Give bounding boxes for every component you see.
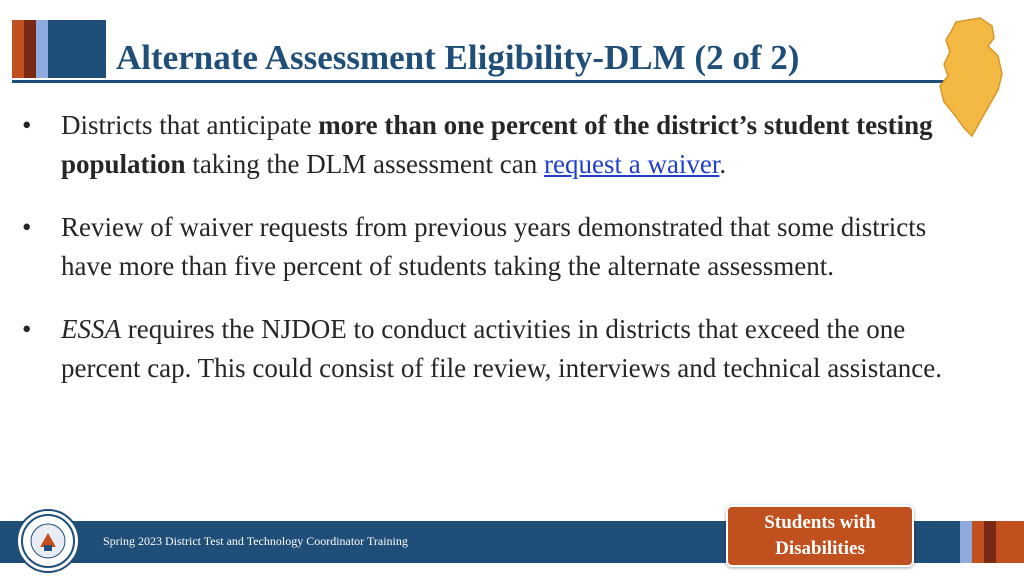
bullet-emphasis: more than one percent of the district’s … — [61, 110, 933, 179]
footer-stripe — [996, 521, 1024, 563]
slide-title: Alternate Assessment Eligibility-DLM (2 … — [116, 38, 800, 77]
footer-stripe — [984, 521, 996, 563]
logo-stripe — [24, 20, 36, 78]
bullet-text: Review of waiver requests from previous … — [61, 212, 927, 281]
logo-stripe — [48, 20, 106, 78]
bullet-text: Districts that anticipate — [61, 110, 319, 140]
badge-label: Students with Disabilities — [764, 510, 875, 562]
logo-stripe — [12, 20, 24, 78]
title-logo-stripes — [12, 20, 106, 78]
footer-stripes — [960, 521, 1024, 563]
badge-line: Disabilities — [775, 538, 865, 559]
logo-stripe — [36, 20, 48, 78]
bullet-text: . — [719, 149, 727, 179]
bullet-list: • Districts that anticipate more than one… — [22, 106, 952, 412]
department-seal-icon — [16, 509, 80, 573]
footer-stripe — [972, 521, 984, 563]
bullet-text: taking the DLM assessment can — [185, 149, 544, 179]
footer-stripe — [960, 521, 972, 563]
request-waiver-link[interactable]: request a waiver — [544, 149, 720, 179]
students-with-disabilities-badge: Students with Disabilities — [726, 505, 914, 567]
essa-italic: ESSA — [61, 314, 121, 344]
bullet-item: • Districts that anticipate more than one… — [22, 106, 952, 184]
badge-line: Students with — [764, 512, 876, 533]
bullet-marker: • — [22, 314, 32, 344]
bullet-item: • ESSA requires the NJDOE to conduct acti… — [22, 310, 952, 388]
bullet-text: requires the NJDOE to conduct activities… — [61, 314, 942, 383]
bullet-item: • Review of waiver requests from previous… — [22, 208, 952, 286]
bullet-marker: • — [22, 110, 32, 140]
footer-training-text: Spring 2023 District Test and Technology… — [103, 534, 408, 548]
new-jersey-map-icon — [939, 17, 1003, 138]
title-underline — [12, 80, 972, 83]
bullet-marker: • — [22, 212, 32, 242]
